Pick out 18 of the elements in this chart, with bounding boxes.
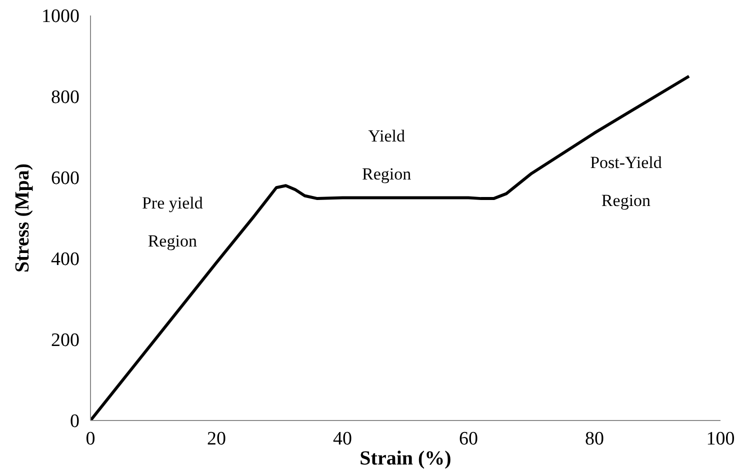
y-tick-label: 400: [51, 249, 80, 270]
y-tick-label: 0: [70, 411, 80, 432]
y-tick-label: 800: [51, 87, 80, 108]
y-axis-title: Stress (Mpa): [12, 163, 34, 273]
y-tick-label: 200: [51, 330, 80, 351]
y-tick-label: 600: [51, 168, 80, 189]
annotation: Pre yield Region: [142, 194, 204, 251]
y-tick-label: 1000: [42, 6, 80, 27]
x-tick-label: 20: [207, 428, 226, 450]
annotation: Yield Region: [362, 126, 412, 184]
x-tick-label: 80: [585, 428, 604, 450]
x-tick-label: 40: [333, 428, 352, 450]
line-series: [90, 74, 690, 420]
x-tick-label: 60: [459, 428, 478, 450]
x-tick-label: 0: [86, 428, 96, 450]
annotation: Post-Yield Region: [590, 153, 662, 210]
x-axis-title: Strain (%): [360, 448, 452, 470]
x-tick-label: 100: [706, 428, 735, 450]
